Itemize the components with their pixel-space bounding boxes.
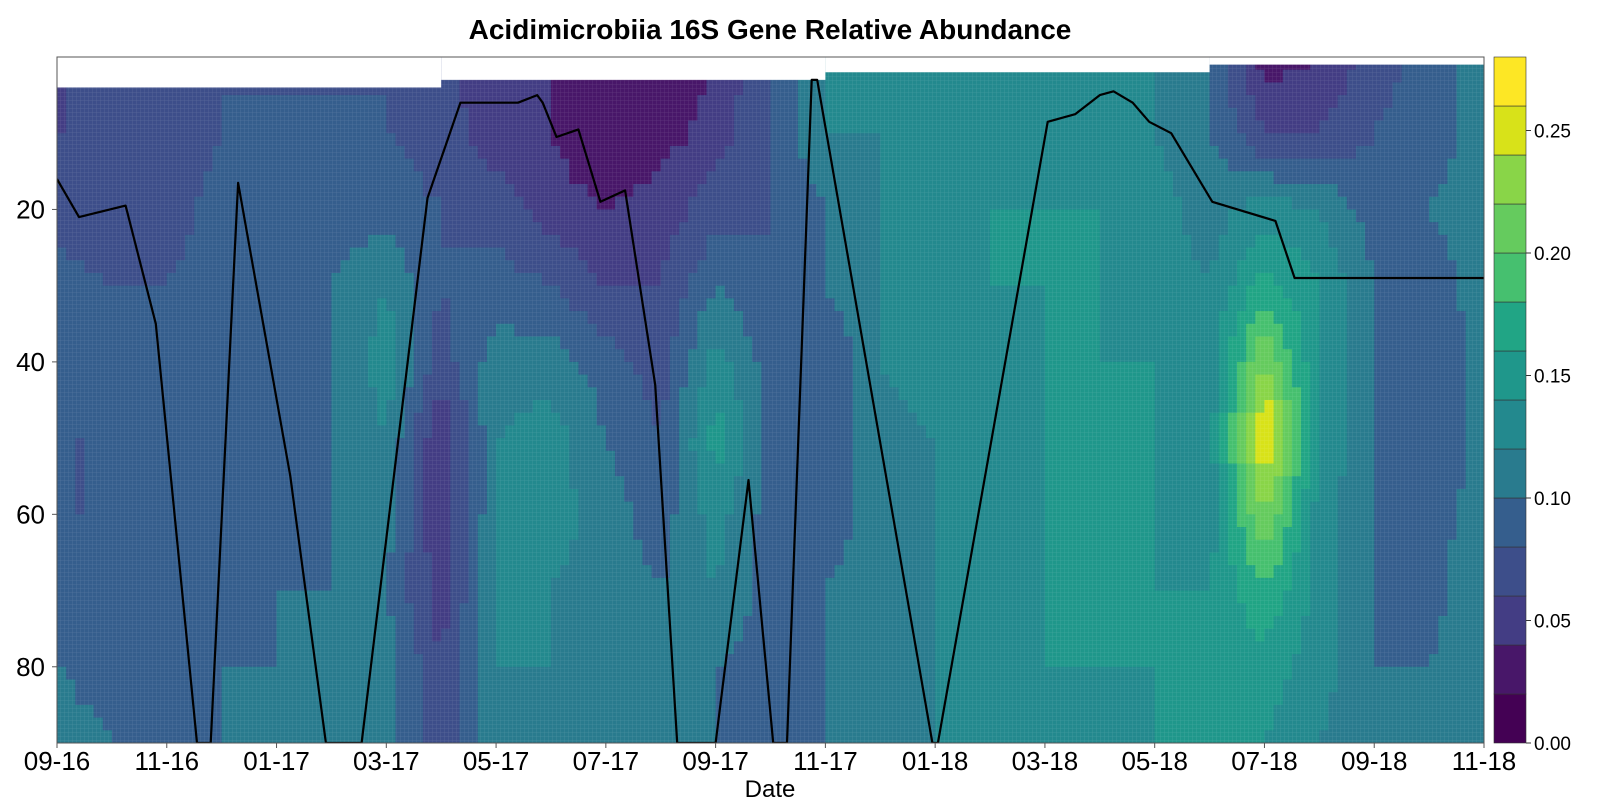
plot-area (57, 57, 1484, 743)
chart-title: Acidimicrobiia 16S Gene Relative Abundan… (469, 14, 1072, 45)
